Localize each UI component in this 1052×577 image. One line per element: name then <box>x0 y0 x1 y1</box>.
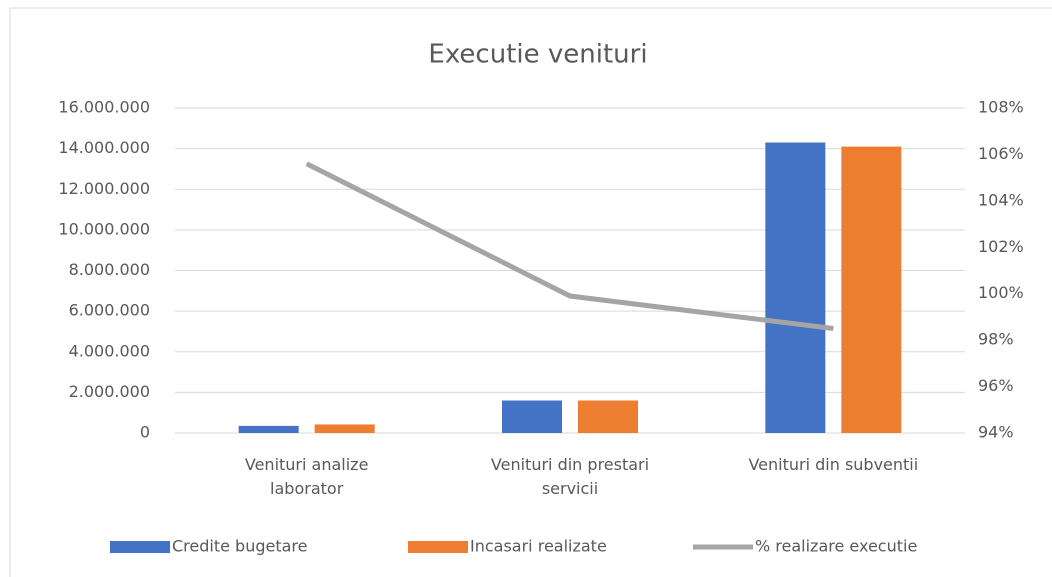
legend-label: % realizare executie <box>755 537 917 556</box>
y-tick-label: 12.000.000 <box>58 179 150 198</box>
y2-tick-label: 100% <box>978 283 1024 302</box>
legend-swatch <box>408 541 468 553</box>
y2-tick-label: 96% <box>978 376 1014 395</box>
y-tick-label: 4.000.000 <box>69 341 150 360</box>
legend-label: Incasari realizate <box>470 537 607 556</box>
line <box>305 161 834 332</box>
bar <box>502 400 562 433</box>
y-tick-label: 6.000.000 <box>69 301 150 320</box>
bar <box>238 425 299 433</box>
bar <box>765 142 826 433</box>
y2-tick-label: 98% <box>978 330 1014 349</box>
x-tick-label: Venituri din prestari servicii <box>490 455 650 498</box>
y2-tick-label: 102% <box>978 237 1024 256</box>
y-tick-label: 0 <box>140 423 150 442</box>
y-tick-label: 2.000.000 <box>69 382 150 401</box>
y-tick-label: 16.000.000 <box>58 98 150 117</box>
legend-label: Credite bugetare <box>172 537 308 556</box>
bar <box>314 424 375 433</box>
bar <box>841 146 902 433</box>
y2-tick-label: 106% <box>978 144 1024 163</box>
y-tick-label: 8.000.000 <box>69 260 150 279</box>
x-tick-label: Venituri din subventii <box>748 455 919 474</box>
y2-tick-label: 104% <box>978 190 1024 209</box>
legend-swatch <box>110 541 170 553</box>
y-tick-label: 14.000.000 <box>58 138 150 157</box>
y2-tick-label: 108% <box>978 98 1024 117</box>
y-tick-label: 10.000.000 <box>58 219 150 238</box>
x-tick-label: Venituri analize laborator <box>244 455 369 498</box>
chart-title: Executie venituri <box>428 40 647 70</box>
y2-tick-label: 94% <box>978 423 1014 442</box>
bar <box>578 400 638 433</box>
